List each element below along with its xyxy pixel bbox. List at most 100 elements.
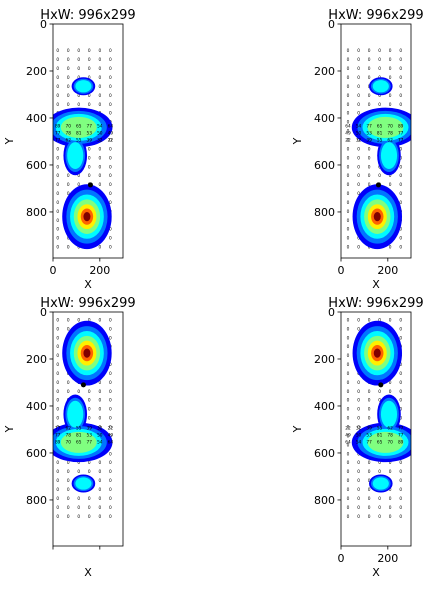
cell-value: 0	[109, 496, 112, 502]
cell-value: 53	[366, 433, 372, 439]
cell-value: 0	[347, 362, 350, 368]
cell-value: 0	[347, 389, 350, 395]
cell-value: 0	[357, 155, 360, 161]
cell-value: 0	[109, 57, 112, 63]
cell-value: 0	[347, 433, 350, 439]
cell-value: 0	[399, 164, 402, 170]
cell-value: 0	[67, 173, 70, 179]
cell-value: 0	[56, 227, 59, 233]
cell-value: 77	[398, 130, 404, 136]
cell-value: 0	[368, 505, 371, 511]
y-tick-label: 600	[314, 447, 335, 460]
cell-value: 39	[366, 425, 372, 431]
heat-contour	[373, 212, 381, 222]
cell-value: 0	[109, 335, 112, 341]
cell-value: 89	[398, 123, 404, 129]
cell-value: 0	[88, 75, 91, 81]
cell-value: 0	[378, 496, 381, 502]
cell-value: 0	[368, 514, 371, 520]
cell-value: 0	[77, 389, 80, 395]
cell-value: 65	[377, 440, 383, 446]
cell-value: 62	[387, 137, 393, 143]
cell-value: 0	[357, 164, 360, 170]
cell-value: 0	[389, 460, 392, 466]
cell-value: 0	[88, 57, 91, 63]
cell-value: 0	[399, 478, 402, 484]
cell-value: 0	[347, 209, 350, 215]
cell-value: 0	[347, 191, 350, 197]
cell-value: 0	[357, 173, 360, 179]
cell-value: 0	[357, 478, 360, 484]
cell-value: 0	[357, 146, 360, 152]
cell-value: 0	[347, 335, 350, 341]
cell-value: 0	[98, 75, 101, 81]
cell-value: 0	[399, 245, 402, 251]
cell-value: 0	[378, 389, 381, 395]
cell-value: 39	[87, 425, 93, 431]
cell-value: 0	[378, 317, 381, 323]
cell-value: 0	[98, 164, 101, 170]
x-axis-label: X	[372, 278, 380, 291]
heat-contour	[380, 142, 398, 170]
cell-value: 0	[399, 93, 402, 99]
cell-value: 0	[347, 425, 350, 431]
cell-value: 0	[88, 102, 91, 108]
cell-value: 0	[88, 48, 91, 54]
cell-value: 55	[76, 137, 82, 143]
cell-value: 0	[399, 102, 402, 108]
cell-value: 50	[356, 130, 362, 136]
cell-value: 22	[345, 137, 351, 143]
y-tick-label: 600	[26, 447, 47, 460]
cell-value: 0	[347, 478, 350, 484]
cell-value: 0	[67, 460, 70, 466]
cell-value: 0	[347, 84, 350, 90]
cell-value: 0	[98, 478, 101, 484]
cell-value: 89	[55, 123, 61, 129]
y-tick-label: 800	[314, 206, 335, 219]
x-tick-label: 0	[338, 264, 345, 277]
cell-value: 0	[109, 317, 112, 323]
cell-value: 77	[55, 425, 61, 431]
heat-contour	[83, 348, 91, 358]
y-tick-label: 400	[314, 400, 335, 413]
cell-value: 54	[97, 123, 103, 129]
cell-value: 0	[77, 514, 80, 520]
x-axis-label: X	[372, 566, 380, 579]
cell-value: 0	[347, 129, 350, 135]
cell-value: 0	[347, 380, 350, 386]
cell-value: 0	[98, 487, 101, 493]
cell-value: 77	[55, 433, 61, 439]
heat-contour	[67, 400, 84, 428]
cell-value: 77	[87, 123, 93, 129]
cell-value: 0	[347, 146, 350, 152]
cell-value: 0	[368, 75, 371, 81]
cell-value: 0	[357, 317, 360, 323]
cell-value: 0	[357, 137, 360, 143]
cell-value: 0	[88, 317, 91, 323]
cell-value: 0	[109, 380, 112, 386]
axes-frame	[340, 23, 412, 259]
cell-value: 0	[368, 245, 371, 251]
cell-value: 0	[109, 451, 112, 457]
cell-value: 0	[357, 487, 360, 493]
cell-value: 0	[109, 425, 112, 431]
cell-value: 0	[347, 514, 350, 520]
cell-value: 0	[399, 514, 402, 520]
cell-value: 0	[109, 398, 112, 404]
heatmap-cells: 0 0 0 0 0 0 0 0 0 0 0 0 0 0 0 0 0 0 0 0 0 0 0 0 0 0 0 0 0 0 0 0 0 0 0 0 0 0 0 0…	[53, 48, 113, 251]
cell-value: 0	[56, 505, 59, 511]
cell-value: 22	[108, 425, 114, 431]
cell-value: 0	[347, 245, 350, 251]
cell-value: 0	[368, 164, 371, 170]
cell-value: 22	[345, 425, 351, 431]
heatmap-cells: 0 0 0 0 0 0 0 0 0 0 0 0 0 0 0 0 0 0 0 0 0 0 0 0 0 0 0 0 0 0 0 0 0 0 0 0 0 0 0 0…	[345, 317, 411, 520]
cell-value: 0	[109, 137, 112, 143]
cell-value: 0	[109, 111, 112, 117]
cell-value: 0	[389, 93, 392, 99]
cell-value: 65	[76, 123, 82, 129]
cell-value: 54	[97, 440, 103, 446]
cell-value: 0	[399, 416, 402, 422]
cell-value: 0	[109, 146, 112, 152]
heatmap-panel-1: 0 0 0 0 0 0 0 0 0 0 0 0 0 0 0 0 0 0 0 0 0 0 0 0 0 0 0 0 0 0 0 0 0 0 0 0 0 0 0 0…	[3, 8, 136, 291]
